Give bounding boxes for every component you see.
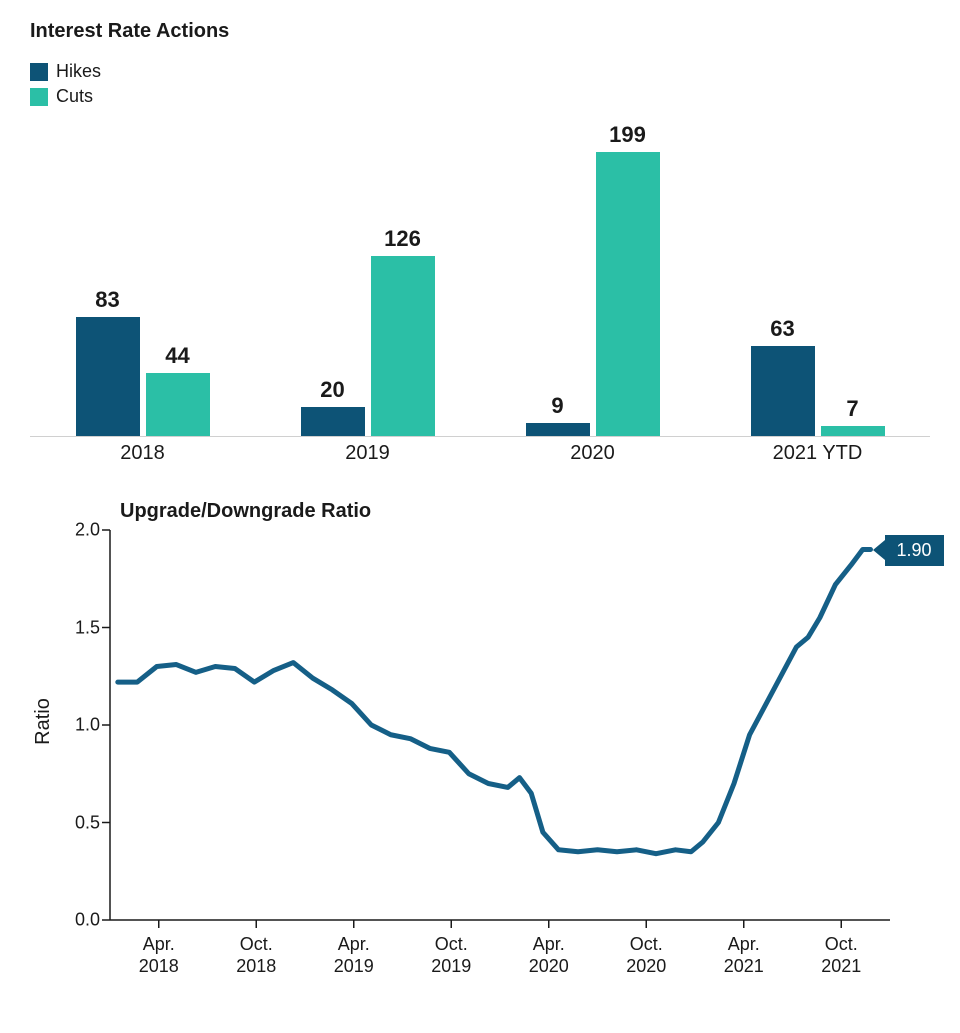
bar-value-label: 9 xyxy=(526,393,590,419)
bar-value-label: 63 xyxy=(751,316,815,342)
y-tick-label: 1.0 xyxy=(50,715,100,736)
bar-value-label: 126 xyxy=(371,226,435,252)
bar-category-label: 2018 xyxy=(30,442,255,465)
y-tick-label: 0.0 xyxy=(50,910,100,931)
x-tick-label: Oct. 2018 xyxy=(236,934,276,977)
callout-value: 1.90 xyxy=(885,535,944,566)
bar: 126 xyxy=(371,256,435,436)
x-tick-label: Apr. 2021 xyxy=(724,934,764,977)
bar-value-label: 20 xyxy=(301,377,365,403)
bar-value-label: 44 xyxy=(146,343,210,369)
bar: 20 xyxy=(301,407,365,436)
legend-item: Cuts xyxy=(30,86,930,107)
bar: 9 xyxy=(526,423,590,436)
bar-category-label: 2021 YTD xyxy=(705,442,930,465)
line-chart-plot: 0.00.51.01.52.0Apr. 2018Oct. 2018Apr. 20… xyxy=(110,530,890,920)
bar-chart-plot: 20188344201920126202091992021 YTD637 xyxy=(30,137,930,437)
x-tick-label: Apr. 2018 xyxy=(139,934,179,977)
x-tick-label: Oct. 2021 xyxy=(821,934,861,977)
x-tick-label: Apr. 2020 xyxy=(529,934,569,977)
legend-item: Hikes xyxy=(30,61,930,82)
bar-value-label: 83 xyxy=(76,287,140,313)
bar-chart-title: Interest Rate Actions xyxy=(30,20,930,43)
bar: 83 xyxy=(76,317,140,436)
y-tick-label: 1.5 xyxy=(50,617,100,638)
bar-value-label: 7 xyxy=(821,396,885,422)
legend-label: Hikes xyxy=(56,61,101,82)
bar: 7 xyxy=(821,426,885,436)
bar-value-label: 199 xyxy=(596,122,660,148)
ratio-line xyxy=(118,550,871,854)
y-tick-label: 2.0 xyxy=(50,520,100,541)
legend-swatch xyxy=(30,88,48,106)
bar-category-label: 2019 xyxy=(255,442,480,465)
line-chart-title: Upgrade/Downgrade Ratio xyxy=(120,500,371,523)
line-chart: Upgrade/Downgrade Ratio Ratio 0.00.51.01… xyxy=(30,500,930,1020)
bar: 63 xyxy=(751,346,815,436)
x-tick-label: Oct. 2020 xyxy=(626,934,666,977)
x-tick-label: Oct. 2019 xyxy=(431,934,471,977)
legend-label: Cuts xyxy=(56,86,93,107)
bar-category-label: 2020 xyxy=(480,442,705,465)
x-tick-label: Apr. 2019 xyxy=(334,934,374,977)
callout-arrow-icon xyxy=(873,540,885,560)
bar-chart-legend: Hikes Cuts xyxy=(30,61,930,107)
bar: 44 xyxy=(146,373,210,436)
bar: 199 xyxy=(596,152,660,436)
legend-swatch xyxy=(30,63,48,81)
bar-chart: Interest Rate Actions HikesCuts 20188344… xyxy=(30,20,930,480)
y-tick-label: 0.5 xyxy=(50,812,100,833)
